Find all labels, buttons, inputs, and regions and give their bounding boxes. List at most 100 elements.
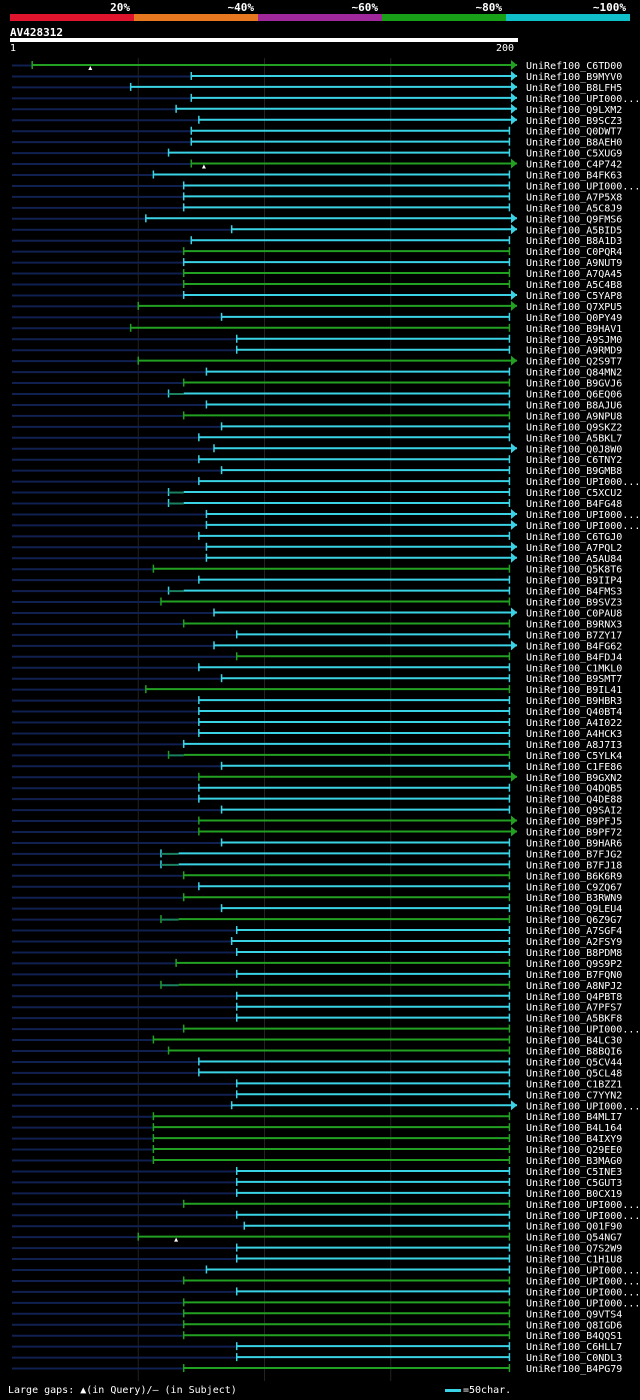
hit-label: UniRef100_B9HBR3 bbox=[526, 696, 622, 707]
hit-label: UniRef100_B9IIP4 bbox=[526, 576, 622, 587]
hit-label: UniRef100_C6TD00 bbox=[526, 61, 622, 72]
hit-label: UniRef100_Q9SKZ2 bbox=[526, 422, 622, 433]
hit-label: UniRef100_B9RNX3 bbox=[526, 619, 622, 630]
hit-label: UniRef100_B9HAV1 bbox=[526, 324, 622, 335]
hit-label: UniRef100_Q84MN2 bbox=[526, 368, 622, 379]
hit-label: UniRef100_B4FMS3 bbox=[526, 587, 622, 598]
hit-label: UniRef100_B7FJ18 bbox=[526, 860, 622, 871]
hit-label: UniRef100_A8NPJ2 bbox=[526, 981, 622, 992]
hit-arrow-icon bbox=[511, 114, 517, 125]
hit-label: UniRef100_Q4DQB5 bbox=[526, 784, 622, 795]
hit-label: UniRef100_Q4DE88 bbox=[526, 795, 622, 806]
hit-label: UniRef100_Q9SAI2 bbox=[526, 806, 622, 817]
hit-label: UniRef100_Q54NG7 bbox=[526, 1233, 622, 1244]
hit-label: UniRef100_A4HCK3 bbox=[526, 729, 622, 740]
hit-label: UniRef100_Q9VTS4 bbox=[526, 1309, 622, 1320]
hit-arrow-icon bbox=[511, 771, 517, 782]
hit-label: UniRef100_A5BID5 bbox=[526, 225, 622, 236]
hit-label: UniRef100_B9SVZ3 bbox=[526, 598, 622, 609]
hit-label: UniRef100_C1MKL0 bbox=[526, 663, 622, 674]
hit-label: UniRef100_B7FQN0 bbox=[526, 970, 622, 981]
hit-label: UniRef100_A7SGF4 bbox=[526, 926, 622, 937]
hit-label: UniRef100_Q40BT4 bbox=[526, 707, 622, 718]
legend-label: 20% bbox=[110, 1, 130, 14]
hit-label: UniRef100_B8BQI6 bbox=[526, 1047, 622, 1058]
hit-label: UniRef100_UPI000... bbox=[526, 1287, 640, 1298]
hit-label: UniRef100_A5BKF8 bbox=[526, 1014, 622, 1025]
hit-label: UniRef100_B8LFH5 bbox=[526, 83, 622, 94]
hit-label: UniRef100_Q8IGD6 bbox=[526, 1320, 622, 1331]
hit-label: UniRef100_C5INE3 bbox=[526, 1167, 622, 1178]
legend-label: ~80% bbox=[475, 1, 503, 14]
hit-label: UniRef100_Q01F90 bbox=[526, 1222, 622, 1233]
hit-label: UniRef100_B8A1D3 bbox=[526, 236, 622, 247]
hit-label: UniRef100_Q5K8T6 bbox=[526, 565, 622, 576]
hit-label: UniRef100_C6HLL7 bbox=[526, 1342, 622, 1353]
legend-segment bbox=[134, 14, 258, 21]
hit-label: UniRef100_A7P5X8 bbox=[526, 192, 622, 203]
hit-label: UniRef100_A7PFS7 bbox=[526, 1003, 622, 1014]
query-gap-marker-icon bbox=[88, 66, 93, 70]
hit-label: UniRef100_C5GUT3 bbox=[526, 1178, 622, 1189]
hit-label: UniRef100_B6K6R9 bbox=[526, 871, 622, 882]
query-title: AV428312 bbox=[10, 26, 63, 39]
hit-label: UniRef100_Q9S9P2 bbox=[526, 959, 622, 970]
hit-label: UniRef100_B3RWN9 bbox=[526, 893, 622, 904]
hit-label: UniRef100_Q5CL48 bbox=[526, 1068, 622, 1079]
hit-label: UniRef100_C7YYN2 bbox=[526, 1090, 622, 1101]
hit-label: UniRef100_Q9LEU4 bbox=[526, 904, 622, 915]
hit-label: UniRef100_C5YAP8 bbox=[526, 291, 622, 302]
hit-label: UniRef100_UPI000... bbox=[526, 510, 640, 521]
query-gap-marker-icon bbox=[201, 164, 206, 169]
hit-label: UniRef100_Q0PY49 bbox=[526, 313, 622, 324]
hit-arrow-icon bbox=[511, 224, 517, 235]
hit-label: UniRef100_B8AJU6 bbox=[526, 400, 622, 411]
hit-arrow-icon bbox=[511, 826, 517, 837]
hit-arrow-icon bbox=[511, 552, 517, 563]
hit-arrow-icon bbox=[511, 508, 517, 519]
scale-legend: =50char. bbox=[445, 1385, 511, 1396]
hit-arrow-icon bbox=[511, 519, 517, 530]
hit-label: UniRef100_UPI000... bbox=[526, 1200, 640, 1211]
hit-label: UniRef100_B8PDM8 bbox=[526, 948, 622, 959]
hit-label: UniRef100_C9ZQ67 bbox=[526, 882, 622, 893]
query-start-label: 1 bbox=[10, 43, 17, 54]
hit-label: UniRef100_C1H1U8 bbox=[526, 1255, 622, 1266]
hit-label: UniRef100_B9GVJ6 bbox=[526, 379, 622, 390]
hit-label: UniRef100_C0PAU8 bbox=[526, 609, 622, 620]
hit-label: UniRef100_B0CX19 bbox=[526, 1189, 622, 1200]
legend-label: ~40% bbox=[227, 1, 255, 14]
hit-label: UniRef100_UPI000... bbox=[526, 1101, 640, 1112]
legend-segment bbox=[506, 14, 630, 21]
hit-label: UniRef100_B4FG62 bbox=[526, 641, 622, 652]
legend-segment bbox=[382, 14, 506, 21]
hit-label: UniRef100_C6TNY2 bbox=[526, 455, 622, 466]
hit-label: UniRef100_A9NUT9 bbox=[526, 258, 622, 269]
scale-label: =50char. bbox=[463, 1385, 512, 1396]
hit-label: UniRef100_B4LC30 bbox=[526, 1036, 622, 1047]
hit-arrow-icon bbox=[511, 355, 517, 366]
hit-label: UniRef100_Q2S9T7 bbox=[526, 357, 622, 368]
hit-label: UniRef100_C4P742 bbox=[526, 160, 622, 171]
hit-label: UniRef100_B4MLI7 bbox=[526, 1112, 622, 1123]
hit-arrow-icon bbox=[511, 443, 517, 454]
legend-label: ~60% bbox=[351, 1, 379, 14]
hit-label: UniRef100_Q6Z9G7 bbox=[526, 915, 622, 926]
hit-arrow-icon bbox=[511, 81, 517, 92]
hit-label: UniRef100_C5XCU2 bbox=[526, 488, 622, 499]
hit-label: UniRef100_C0PQR4 bbox=[526, 247, 622, 258]
hit-label: UniRef100_B8AEH0 bbox=[526, 138, 622, 149]
hit-arrow-icon bbox=[511, 300, 517, 311]
hit-arrow-icon bbox=[511, 158, 517, 169]
hit-arrow-icon bbox=[511, 70, 517, 81]
hit-label: UniRef100_A4I022 bbox=[526, 718, 622, 729]
hit-arrow-icon bbox=[511, 541, 517, 552]
hit-label: UniRef100_UPI000... bbox=[526, 1266, 640, 1277]
hit-label: UniRef100_B4FK63 bbox=[526, 171, 622, 182]
query-gap-marker-icon bbox=[174, 1237, 179, 1242]
hit-arrow-icon bbox=[511, 92, 517, 103]
scale-line-icon bbox=[445, 1389, 461, 1392]
hit-arrow-icon bbox=[511, 640, 517, 651]
hit-label: UniRef100_A7QA45 bbox=[526, 269, 622, 280]
